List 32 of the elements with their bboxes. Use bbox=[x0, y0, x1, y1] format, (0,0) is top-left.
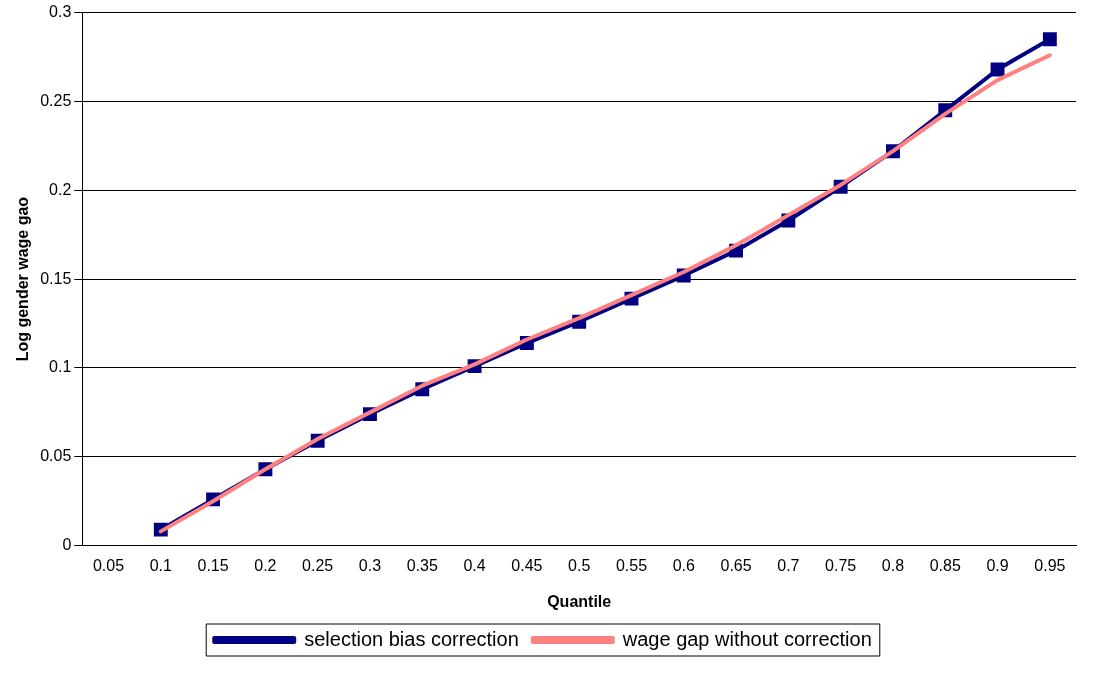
x-tick-label: 0.85 bbox=[929, 556, 961, 574]
y-tick-label: 0.15 bbox=[40, 269, 72, 287]
x-tick-label: 0.45 bbox=[511, 556, 543, 574]
x-tick-label: 0.95 bbox=[1034, 556, 1066, 574]
x-tick-label: 0.65 bbox=[720, 556, 752, 574]
y-axis-title: Log gender wage gao bbox=[14, 196, 32, 362]
y-tick-label: 0 bbox=[62, 536, 72, 554]
x-tick-label: 0.25 bbox=[302, 556, 334, 574]
x-tick-label: 0.2 bbox=[254, 556, 277, 574]
y-tick-label: 0.1 bbox=[49, 358, 72, 376]
x-tick-label: 0.55 bbox=[615, 556, 648, 574]
legend-label: selection bias correction bbox=[304, 627, 519, 650]
point bbox=[1042, 32, 1057, 47]
point bbox=[990, 62, 1005, 77]
y-tick-label: 0.25 bbox=[40, 91, 72, 109]
y-tick-label: 0.2 bbox=[49, 180, 72, 198]
x-tick-label: 0.6 bbox=[672, 556, 695, 574]
x-tick-label: 0.75 bbox=[825, 556, 857, 574]
x-tick-label: 0.8 bbox=[881, 556, 905, 574]
x-axis-title: Quantile bbox=[547, 592, 612, 610]
x-tick-label: 0.5 bbox=[568, 556, 591, 574]
y-tick-label: 0.3 bbox=[49, 3, 72, 21]
y-tick-label: 0.05 bbox=[40, 447, 72, 465]
legend-label: wage gap without correction bbox=[621, 627, 872, 650]
x-tick-label: 0.9 bbox=[986, 556, 1009, 574]
x-tick-label: 0.7 bbox=[777, 556, 800, 574]
x-tick-label: 0.35 bbox=[406, 556, 438, 574]
x-tick-label: 0.05 bbox=[92, 556, 125, 574]
x-tick-label: 0.4 bbox=[463, 556, 486, 574]
x-tick-label: 0.15 bbox=[197, 556, 229, 574]
x-tick-label: 0.3 bbox=[358, 556, 382, 574]
x-tick-label: 0.1 bbox=[149, 556, 173, 574]
